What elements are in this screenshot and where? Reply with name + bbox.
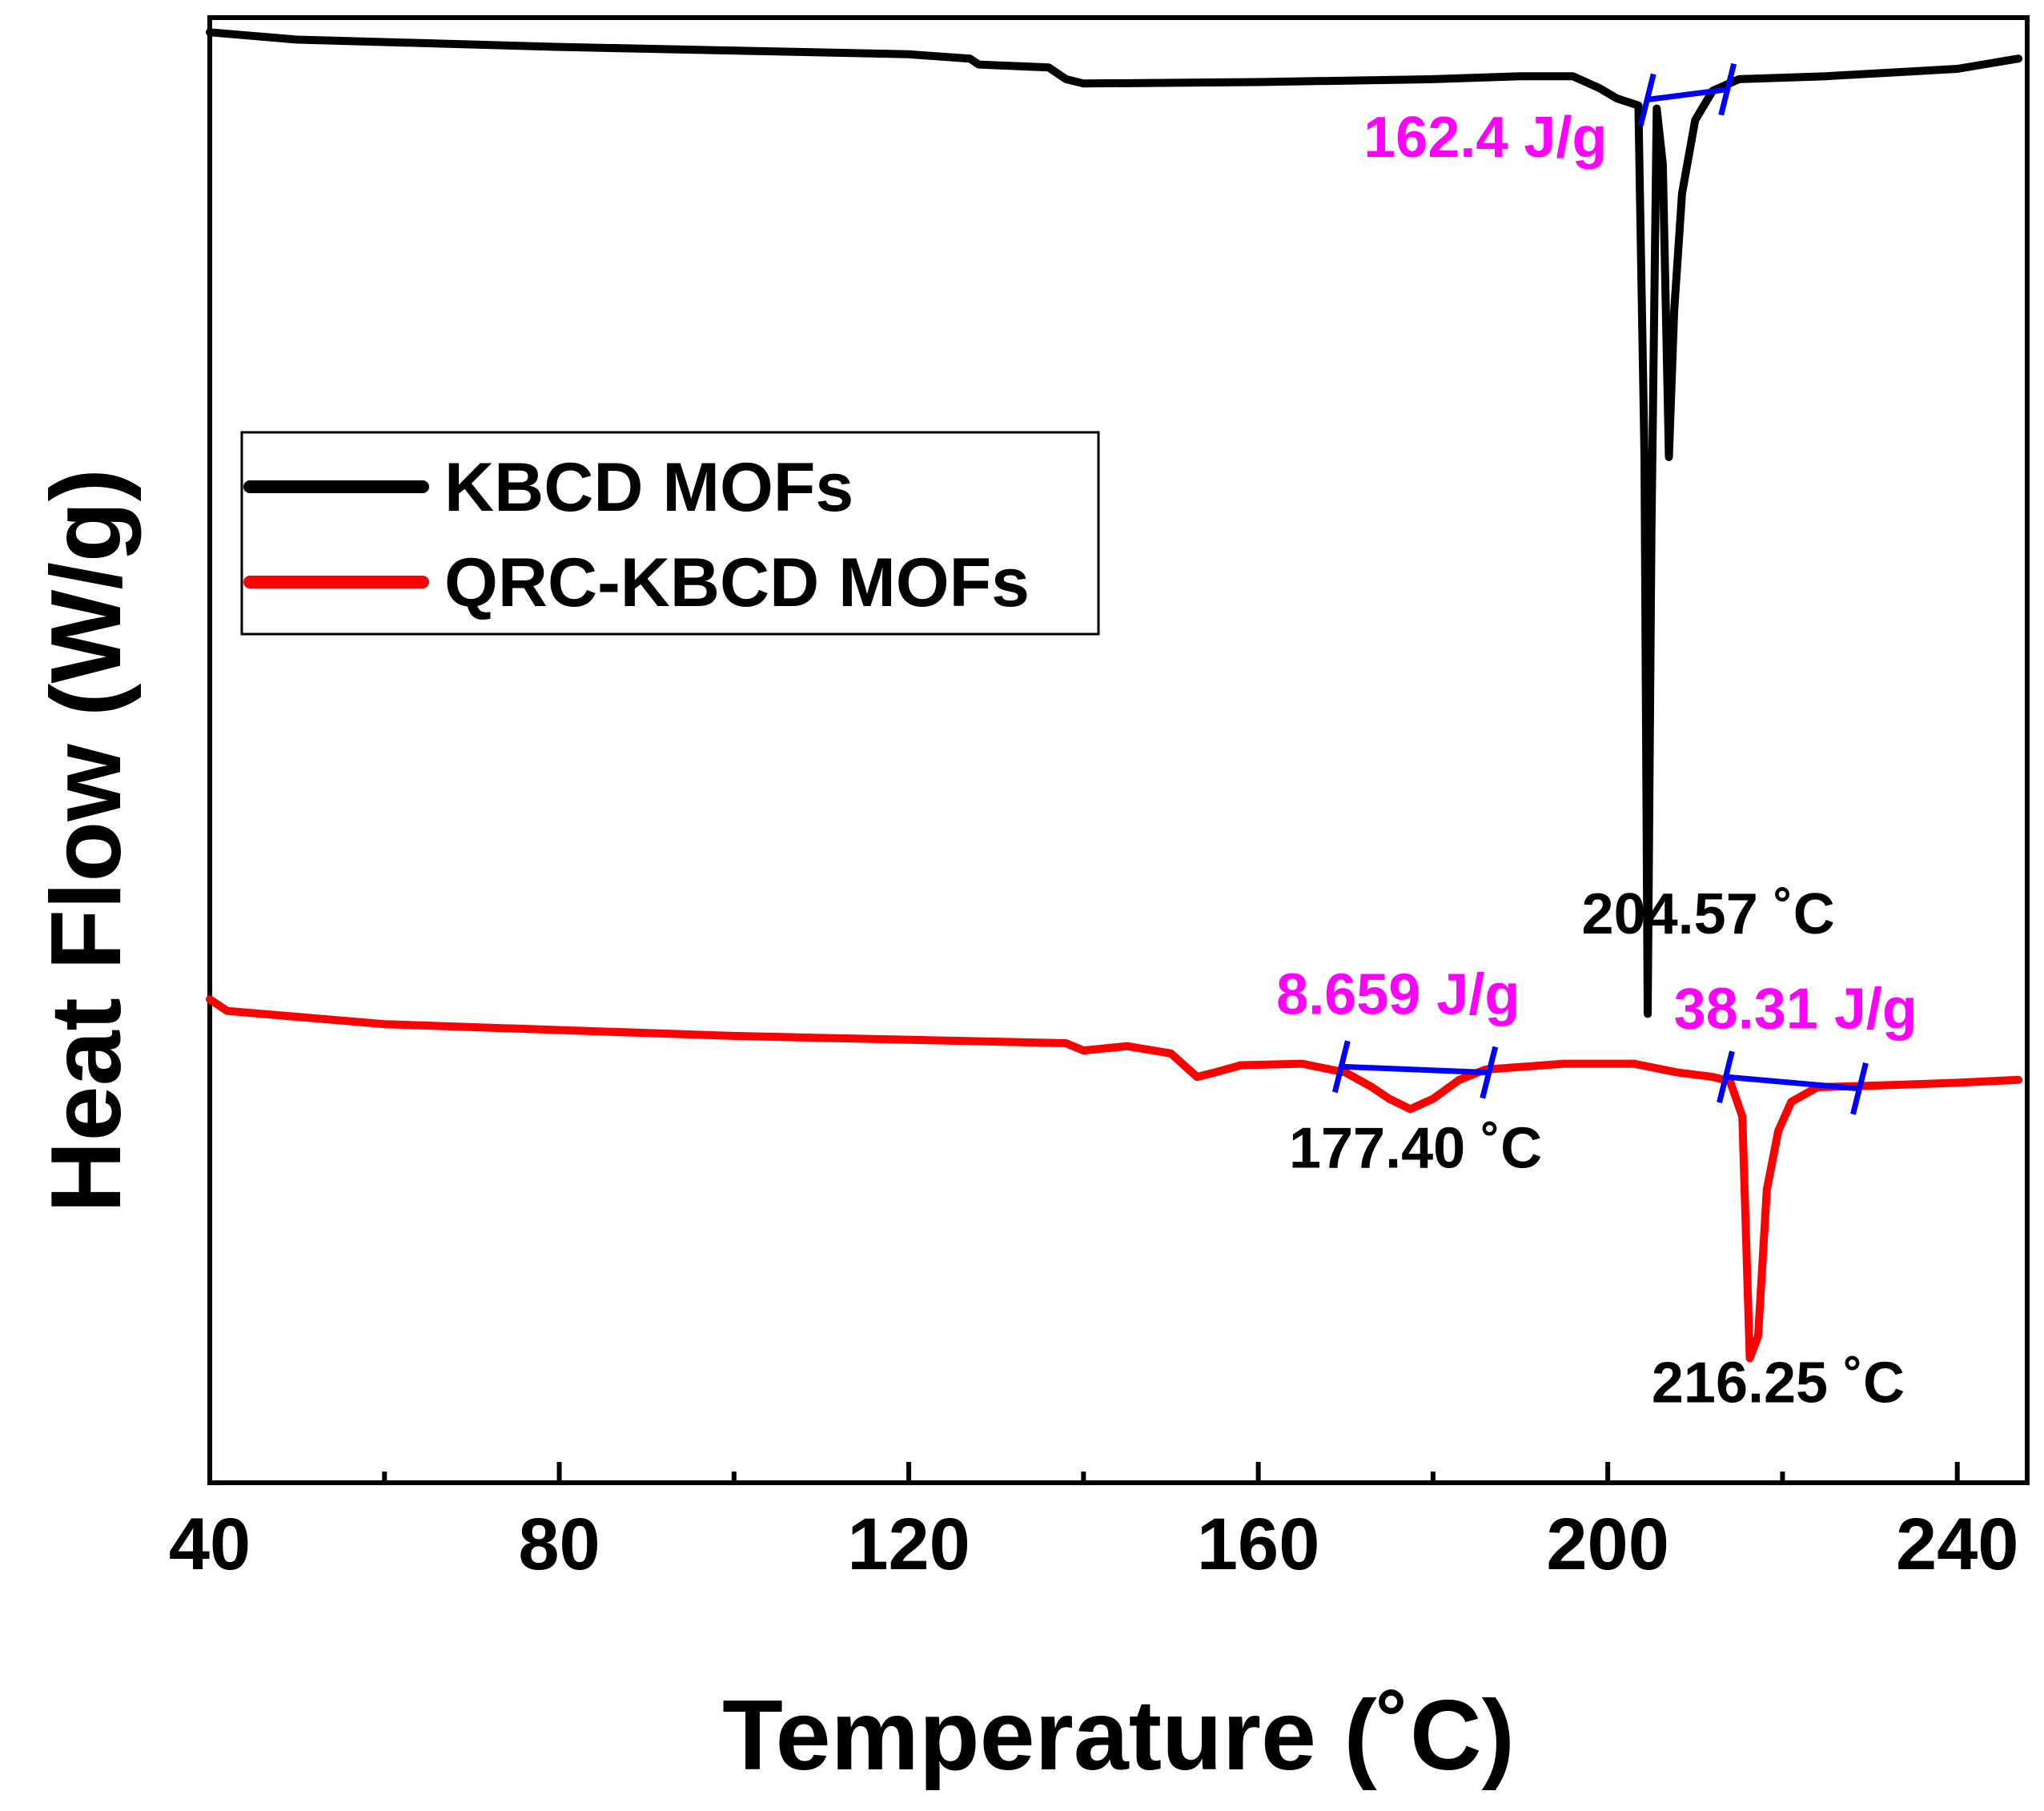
integration-marker bbox=[1331, 1040, 1351, 1094]
integration-marker bbox=[1637, 73, 1656, 126]
x-tick-label: 120 bbox=[847, 1504, 970, 1585]
enthalpy-label: 162.4 J/g bbox=[1363, 106, 1607, 170]
x-axis-tick-labels: 40 80 120 160 200 240 bbox=[169, 1504, 2019, 1585]
x-tick-label: 40 bbox=[169, 1504, 251, 1585]
series-layer bbox=[206, 28, 2023, 1363]
legend-box bbox=[240, 431, 1100, 636]
series-kbcd-mofs bbox=[206, 28, 2023, 1018]
peak-temperature-label: 177.40 ˚C bbox=[1289, 1117, 1542, 1181]
annotations: 162.4 J/g 204.57 ˚C 8.659 J/g 38.31 J/g 177.… bbox=[1276, 106, 1918, 1415]
x-axis-ticks bbox=[207, 1462, 1960, 1483]
integration-marker bbox=[1480, 1046, 1499, 1099]
peak-temperature-label: 204.57 ˚C bbox=[1582, 882, 1835, 946]
integration-marker bbox=[1718, 62, 1737, 116]
legend: KBCD MOFs QRC-KBCD MOFs bbox=[240, 431, 1100, 636]
integration-lines bbox=[1331, 62, 1869, 1115]
enthalpy-label: 8.659 J/g bbox=[1276, 962, 1520, 1026]
legend-label-kbcd: KBCD MOFs bbox=[444, 449, 853, 526]
integration-baseline bbox=[1646, 86, 1729, 102]
peak-temperature-label: 216.25 ˚C bbox=[1652, 1351, 1905, 1415]
x-tick-label: 200 bbox=[1546, 1504, 1669, 1585]
series-qrc-kbcd-mofs bbox=[206, 995, 2023, 1363]
x-tick-label: 80 bbox=[518, 1504, 600, 1585]
x-tick-label: 160 bbox=[1197, 1504, 1320, 1585]
enthalpy-label: 38.31 J/g bbox=[1674, 978, 1918, 1042]
integration-marker bbox=[1717, 1050, 1735, 1103]
legend-label-qrc-kbcd: QRC-KBCD MOFs bbox=[444, 544, 1030, 621]
integration-baseline bbox=[1725, 1074, 1860, 1092]
integration-marker bbox=[1850, 1062, 1869, 1115]
x-axis-title: Temperature (˚C) bbox=[722, 1680, 1515, 1791]
x-tick-label: 240 bbox=[1896, 1504, 2019, 1585]
y-axis-title: Heat Flow (W/g) bbox=[31, 468, 142, 1213]
integration-baseline bbox=[1341, 1063, 1489, 1076]
plot-frame bbox=[207, 15, 2030, 1485]
